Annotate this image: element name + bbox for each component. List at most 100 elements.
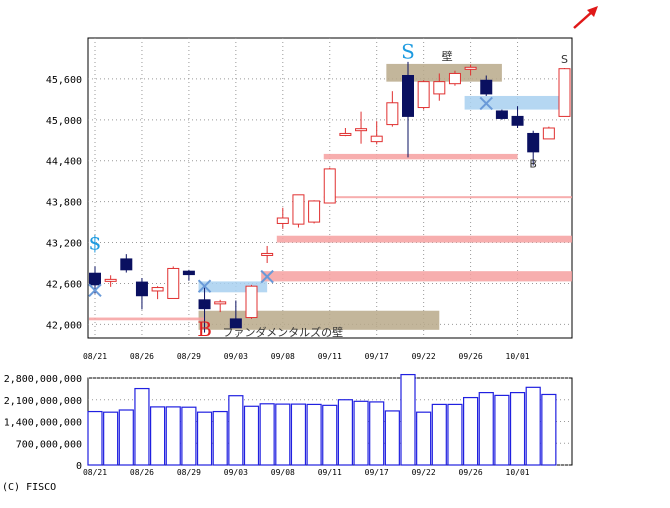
volume-bar [541,393,557,466]
chart-annotation: B [529,158,537,171]
volume-bar [228,395,244,466]
price-x-tick-label: 09/03 [224,352,248,361]
volume-bar [165,406,181,466]
price-y-tick-label: 43,200 [46,239,82,250]
candle-body-down [89,272,101,286]
zone-wall [198,310,440,330]
volume-bar [525,386,541,466]
volume-bar [384,410,400,466]
volume-bar [150,406,166,466]
chart-annotation: 壁 [442,49,453,63]
candle-body-up [323,168,336,204]
volume-bar [447,403,463,466]
price-x-tick-label: 08/26 [130,352,154,361]
copyright-text: (C) FISCO [2,482,56,493]
volume-bar [337,399,353,466]
signal-b: B [197,317,212,341]
zone-support [276,235,572,243]
zone-resistance [464,95,565,110]
volume-x-tick-label: 09/26 [459,468,483,477]
candle-body-down [402,75,414,117]
volume-x-tick-label: 09/22 [412,468,436,477]
cross-marker-icon [88,283,102,297]
candle-body-up [276,217,289,224]
volume-bar [275,403,291,466]
candle-body-down [527,132,540,153]
zone-support [323,153,518,160]
volume-x-tick-label: 08/21 [83,468,107,477]
volume-bar [87,410,103,466]
candle-body-up [339,132,352,136]
candle-body-up [448,72,461,85]
volume-y-tick-label: 0 [76,461,82,472]
cross-marker-icon [479,96,493,111]
candle-body-up [558,68,571,117]
candle-body-up [167,267,180,299]
candle-body-down [229,318,242,329]
candle-body-down [495,110,508,119]
candle-body-down [120,258,133,271]
volume-x-tick-label: 09/08 [271,468,295,477]
zone-support [261,271,572,282]
volume-bar [416,411,432,466]
volume-x-tick-label: 08/26 [130,468,154,477]
volume-y-tick-label: 700,000,000 [16,439,82,450]
volume-bar [259,403,275,466]
price-y-tick-label: 45,600 [46,75,82,86]
candle-body-up [245,285,258,319]
candle-body-up [433,81,446,95]
price-y-tick-label: 43,800 [46,198,82,209]
candle-body-down [135,281,148,297]
candle-body-up [542,127,555,140]
candle-body-down [480,79,493,95]
candle-body-up [292,194,305,225]
price-y-tick-label: 42,000 [46,320,82,331]
candle-body-up [370,135,383,143]
candle-body-up [386,102,399,126]
trend-arrow-icon [573,6,598,29]
candle-body-down [182,270,195,276]
price-x-tick-label: 08/21 [83,352,107,361]
candle-body-up [261,252,274,256]
volume-y-tick-label: 2,100,000,000 [4,396,82,407]
volume-bar [400,373,416,466]
volume-y-tick-label: 2,800,000,000 [4,374,82,385]
signal-s: S [401,39,415,63]
volume-x-tick-label: 09/11 [318,468,342,477]
price-x-tick-label: 10/01 [506,352,530,361]
price-panel: 45,600 45,000 44,400 43,800 43,200 42,600 42,0… [46,37,573,361]
volume-bar [243,405,260,466]
price-x-tick-label: 09/22 [412,352,436,361]
volume-bar [290,403,307,466]
price-y-tick-label: 42,600 [46,279,82,290]
volume-y-tick-label: 1,400,000,000 [4,418,82,429]
candle-body-down [511,115,524,126]
volume-bar [509,392,526,466]
candle-body-up [355,128,368,132]
candle-body-down [198,299,211,310]
signal-s: $ [89,230,102,254]
volume-bar [181,406,197,466]
volume-x-tick-label: 10/01 [506,468,530,477]
volume-bar [494,394,510,466]
cross-marker-icon [197,279,212,293]
volume-panel: 2,800,000,000 2,100,000,000 1,400,000,000 7… [4,373,573,477]
price-x-tick-label: 09/08 [271,352,295,361]
candle-body-up [464,66,477,70]
volume-bar [212,410,228,466]
price-x-tick-label: 09/11 [318,352,342,361]
candle-body-up [214,301,227,305]
zone-resistance [198,281,268,293]
volume-x-tick-label: 09/17 [365,468,389,477]
volume-x-tick-label: 08/29 [177,468,201,477]
zone-support [89,317,205,321]
volume-bar [118,409,134,466]
volume-x-tick-label: 09/03 [224,468,248,477]
cross-marker-stroke [88,283,102,297]
candle-body-up [417,81,430,109]
volume-bar [322,404,338,466]
price-x-tick-label: 08/29 [177,352,201,361]
cross-marker-stroke [260,269,274,284]
zone-support [323,196,572,199]
